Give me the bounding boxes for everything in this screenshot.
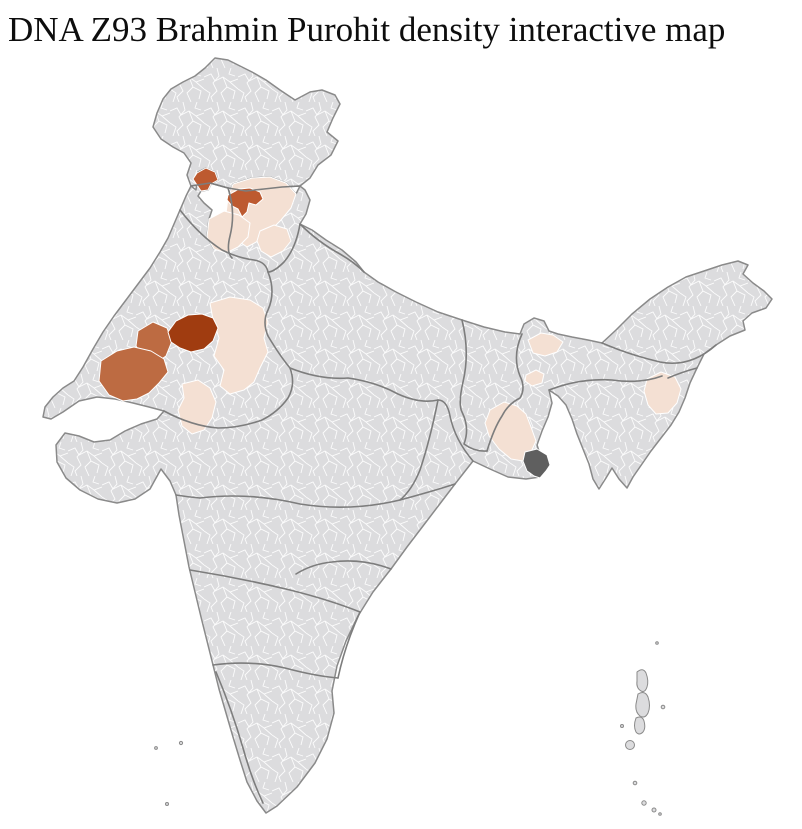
island-dot-5[interactable] [641, 800, 647, 806]
district-delta-dark[interactable] [522, 448, 551, 479]
island-dot-4[interactable] [632, 780, 638, 786]
island-west-dot-3[interactable] [165, 802, 169, 806]
island-dot-6[interactable] [651, 807, 657, 813]
medium-intensity-districts[interactable] [98, 321, 173, 402]
district-east-small-low[interactable] [524, 369, 545, 387]
island-dot-1[interactable] [655, 641, 659, 645]
india-landmass[interactable] [42, 57, 773, 814]
district-northwest-central-high[interactable] [167, 313, 219, 353]
state-borders [163, 182, 717, 804]
island-dot-7[interactable] [658, 812, 662, 816]
district-northwest-low-strip[interactable] [177, 379, 217, 435]
district-east-hill-low[interactable] [527, 332, 564, 357]
district-north-low-3[interactable] [256, 224, 292, 258]
island-round[interactable] [625, 740, 635, 750]
page-title: DNA Z93 Brahmin Purohit density interact… [8, 10, 726, 49]
district-north-low-2[interactable] [206, 210, 251, 254]
district-far-east-low[interactable] [643, 371, 682, 415]
district-northwest-low-patch[interactable] [209, 296, 269, 395]
island-dot-2[interactable] [660, 704, 666, 710]
island-groups[interactable] [154, 641, 666, 816]
island-west-dot-2[interactable] [178, 740, 184, 746]
island-west-dot-1[interactable] [154, 746, 158, 750]
island-chain-low[interactable] [634, 716, 646, 735]
island-chain-mid[interactable] [635, 692, 650, 718]
island-dot-3[interactable] [620, 724, 624, 728]
district-northwest-southwest-medium[interactable] [98, 346, 169, 402]
island-chain-main[interactable] [636, 669, 649, 692]
low-intensity-districts[interactable] [177, 176, 682, 462]
